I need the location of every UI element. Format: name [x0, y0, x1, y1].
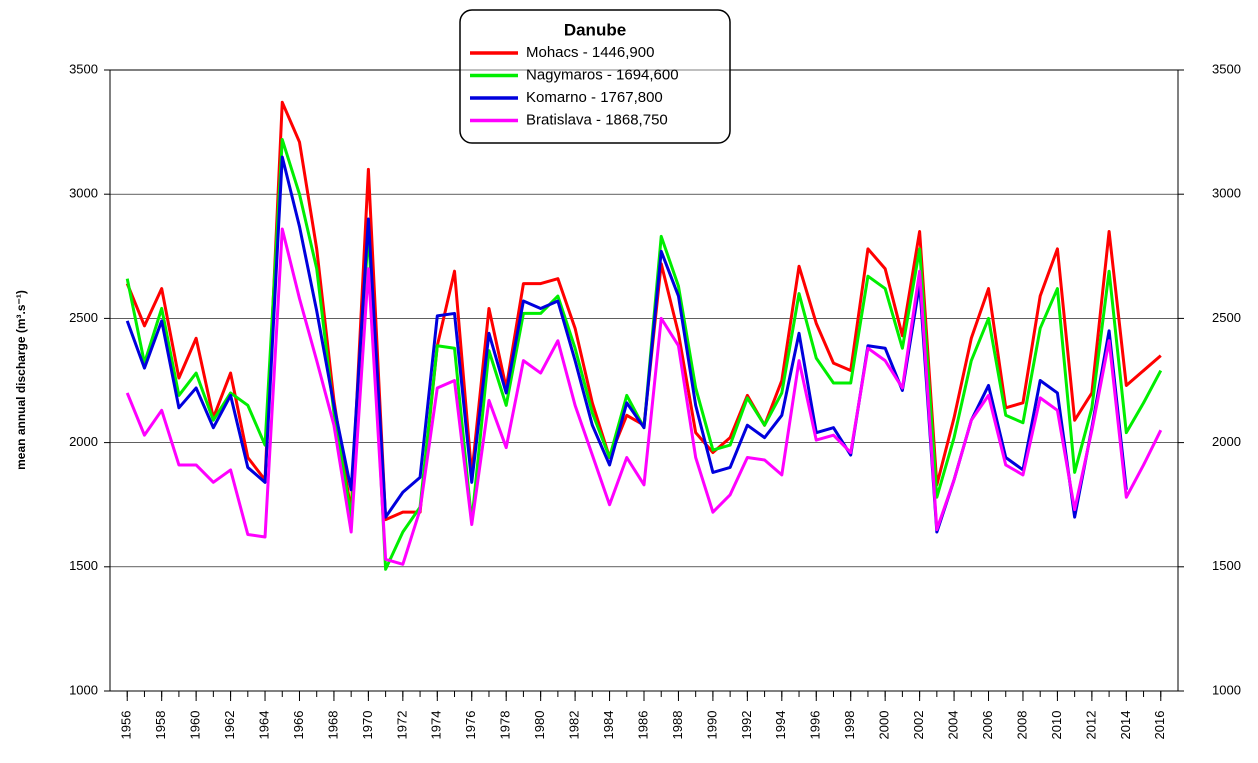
x-tick-label: 2004 [946, 711, 961, 740]
x-tick-label: 1984 [601, 711, 616, 740]
x-tick-label: 1996 [808, 711, 823, 740]
x-tick-label: 2010 [1049, 711, 1064, 740]
y-tick-label: 1500 [69, 558, 98, 573]
x-tick-label: 1982 [567, 711, 582, 740]
series-line [125, 227, 1163, 566]
legend-label: Nagymaros - 1694,600 [526, 66, 679, 83]
x-tick-label: 2002 [911, 711, 926, 740]
y2-tick-label: 1500 [1212, 558, 1241, 573]
y2-tick-label: 3000 [1212, 186, 1241, 201]
x-tick-label: 1962 [222, 711, 237, 740]
x-tick-label: 1998 [842, 711, 857, 740]
x-tick-label: 1964 [256, 711, 271, 740]
legend-label: Mohacs - 1446,900 [526, 44, 654, 61]
y-tick-label: 2500 [69, 310, 98, 325]
x-tick-label: 1970 [360, 711, 375, 740]
y2-tick-label: 2000 [1212, 434, 1241, 449]
x-tick-label: 2012 [1083, 711, 1098, 740]
x-tick-label: 1960 [188, 711, 203, 740]
x-tick-label: 1994 [773, 711, 788, 740]
x-tick-label: 2006 [980, 711, 995, 740]
x-tick-label: 2008 [1014, 711, 1029, 740]
x-tick-label: 1972 [394, 711, 409, 740]
y-tick-label: 2000 [69, 434, 98, 449]
y2-tick-label: 2500 [1212, 310, 1241, 325]
y-axis-label: mean annual discharge (m³.s⁻¹) [14, 290, 28, 470]
x-tick-label: 1980 [532, 711, 547, 740]
y2-tick-label: 1000 [1212, 682, 1241, 697]
y2-tick-label: 3500 [1212, 61, 1241, 76]
x-tick-label: 1956 [119, 711, 134, 740]
y-tick-label: 1000 [69, 682, 98, 697]
series-line [125, 138, 1163, 571]
x-tick-label: 1958 [153, 711, 168, 740]
x-tick-label: 1988 [670, 711, 685, 740]
x-tick-label: 1986 [635, 711, 650, 740]
legend-label: Bratislava - 1868,750 [526, 111, 668, 128]
x-tick-label: 1968 [325, 711, 340, 740]
x-tick-label: 1992 [739, 711, 754, 740]
x-tick-label: 2014 [1118, 711, 1133, 740]
x-tick-label: 1966 [291, 711, 306, 740]
x-tick-label: 2000 [877, 711, 892, 740]
y-tick-label: 3500 [69, 61, 98, 76]
x-tick-label: 1976 [463, 711, 478, 740]
x-tick-label: 1974 [429, 711, 444, 740]
x-tick-label: 1990 [704, 711, 719, 740]
x-tick-label: 2016 [1152, 711, 1167, 740]
x-tick-label: 1978 [498, 711, 513, 740]
y-tick-label: 3000 [69, 186, 98, 201]
legend-box [459, 9, 731, 144]
chart-title: Danube [564, 20, 626, 39]
legend-label: Komarno - 1767,800 [526, 89, 663, 106]
